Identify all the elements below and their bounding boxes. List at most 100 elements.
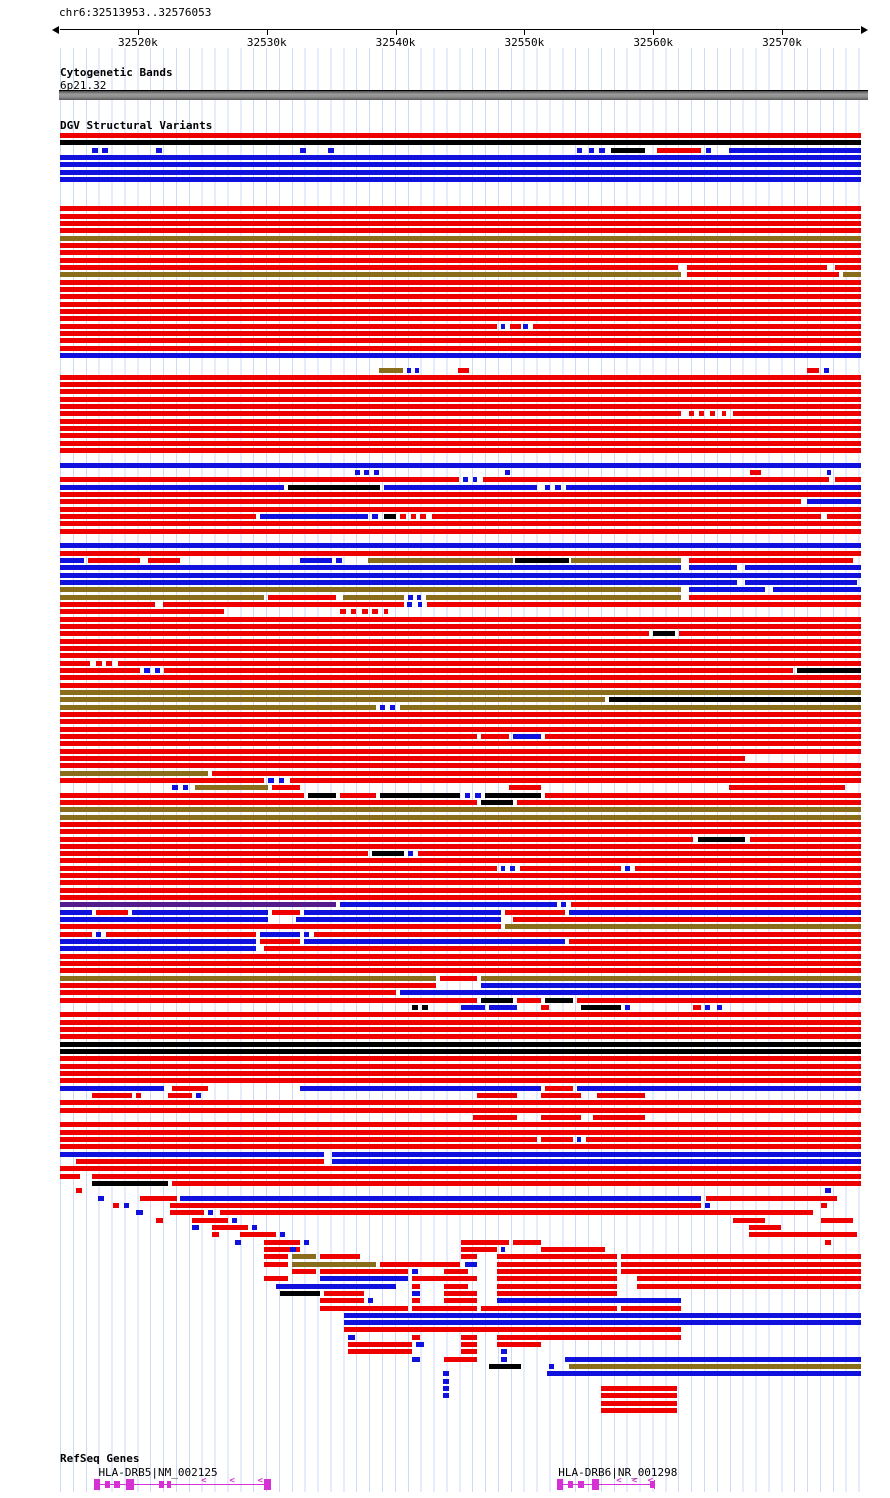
variant-segment[interactable] (544, 484, 551, 490)
variant-segment[interactable] (264, 1261, 289, 1267)
variant-segment[interactable] (60, 990, 397, 996)
variant-segment[interactable] (835, 264, 861, 270)
variant-segment[interactable] (699, 411, 704, 417)
variant-segment[interactable] (688, 411, 694, 417)
variant-segment[interactable] (412, 1356, 421, 1362)
variant-segment[interactable] (144, 667, 150, 673)
variant-segment[interactable] (422, 1005, 428, 1011)
variant-segment[interactable] (472, 1114, 517, 1120)
variant-segment[interactable] (60, 895, 861, 901)
variant-segment[interactable] (76, 1158, 325, 1164)
variant-segment[interactable] (460, 1342, 477, 1348)
variant-segment[interactable] (60, 997, 477, 1003)
variant-segment[interactable] (272, 785, 301, 791)
variant-segment[interactable] (462, 477, 468, 483)
variant-segment[interactable] (412, 1334, 421, 1340)
variant-segment[interactable] (60, 1071, 861, 1076)
variant-segment[interactable] (60, 975, 437, 981)
variant-segment[interactable] (412, 1298, 421, 1304)
variant-segment[interactable] (60, 682, 861, 688)
variant-segment[interactable] (687, 264, 828, 270)
variant-segment[interactable] (596, 1092, 645, 1098)
variant-segment[interactable] (304, 909, 501, 915)
variant-segment[interactable] (544, 997, 573, 1003)
variant-segment[interactable] (576, 1085, 861, 1091)
variant-segment[interactable] (620, 1261, 861, 1267)
variant-segment[interactable] (414, 367, 419, 373)
variant-segment[interactable] (592, 1114, 645, 1120)
variant-segment[interactable] (304, 939, 565, 945)
variant-segment[interactable] (60, 389, 861, 395)
ruler-tick-mark[interactable] (782, 30, 783, 35)
variant-segment[interactable] (444, 1283, 469, 1289)
variant-segment[interactable] (442, 1378, 450, 1384)
variant-segment[interactable] (60, 477, 459, 483)
variant-segment[interactable] (304, 931, 310, 937)
variant-segment[interactable] (60, 924, 501, 930)
ruler-tick-mark[interactable] (137, 30, 139, 35)
variant-segment[interactable] (96, 909, 129, 915)
variant-segment[interactable] (608, 697, 861, 703)
variant-segment[interactable] (442, 1386, 450, 1392)
variant-segment[interactable] (105, 931, 257, 937)
variant-segment[interactable] (276, 1283, 397, 1289)
variant-segment[interactable] (412, 1290, 421, 1296)
variant-segment[interactable] (460, 1246, 497, 1252)
variant-segment[interactable] (234, 1239, 242, 1245)
variant-segment[interactable] (92, 1092, 133, 1098)
variant-segment[interactable] (687, 272, 839, 278)
variant-segment[interactable] (568, 909, 861, 915)
variant-segment[interactable] (60, 616, 861, 622)
variant-segment[interactable] (132, 909, 269, 915)
variant-segment[interactable] (496, 1283, 617, 1289)
variant-segment[interactable] (288, 484, 381, 490)
variant-segment[interactable] (512, 917, 861, 923)
variant-segment[interactable] (168, 1092, 193, 1098)
variant-segment[interactable] (772, 587, 861, 593)
variant-segment[interactable] (744, 565, 861, 571)
variant-segment[interactable] (496, 1334, 681, 1340)
variant-segment[interactable] (460, 1005, 485, 1011)
variant-segment[interactable] (60, 1166, 861, 1172)
variant-segment[interactable] (540, 1136, 573, 1142)
variant-segment[interactable] (278, 777, 285, 783)
variant-segment[interactable] (260, 939, 301, 945)
variant-segment[interactable] (60, 499, 801, 505)
variant-segment[interactable] (140, 1195, 177, 1201)
variant-segment[interactable] (611, 147, 645, 153)
variant-segment[interactable] (272, 909, 301, 915)
variant-segment[interactable] (60, 1151, 325, 1157)
variant-segment[interactable] (408, 851, 414, 857)
variant-segment[interactable] (304, 1239, 310, 1245)
variant-segment[interactable] (480, 733, 509, 739)
variant-segment[interactable] (571, 902, 861, 908)
variant-segment[interactable] (544, 792, 861, 798)
variant-segment[interactable] (568, 1364, 861, 1370)
variant-segment[interactable] (232, 1217, 237, 1223)
variant-segment[interactable] (60, 484, 285, 490)
variant-segment[interactable] (620, 1305, 681, 1311)
variant-segment[interactable] (60, 631, 649, 637)
variant-segment[interactable] (408, 594, 414, 600)
variant-segment[interactable] (504, 470, 511, 476)
variant-segment[interactable] (476, 1092, 517, 1098)
variant-segment[interactable] (60, 645, 861, 651)
variant-segment[interactable] (60, 1078, 861, 1084)
variant-segment[interactable] (60, 572, 861, 578)
variant-segment[interactable] (472, 477, 478, 483)
variant-segment[interactable] (60, 821, 861, 827)
variant-segment[interactable] (60, 558, 85, 564)
variant-segment[interactable] (220, 1210, 813, 1216)
variant-segment[interactable] (380, 1261, 461, 1267)
variant-segment[interactable] (576, 147, 583, 153)
variant-segment[interactable] (348, 1349, 413, 1355)
variant-segment[interactable] (60, 550, 861, 556)
variant-segment[interactable] (418, 851, 861, 857)
variant-segment[interactable] (412, 1283, 421, 1289)
variant-segment[interactable] (124, 1202, 129, 1208)
variant-segment[interactable] (60, 946, 257, 952)
variant-segment[interactable] (704, 1005, 711, 1011)
variant-segment[interactable] (440, 975, 477, 981)
variant-segment[interactable] (688, 594, 861, 600)
variant-segment[interactable] (510, 323, 521, 329)
